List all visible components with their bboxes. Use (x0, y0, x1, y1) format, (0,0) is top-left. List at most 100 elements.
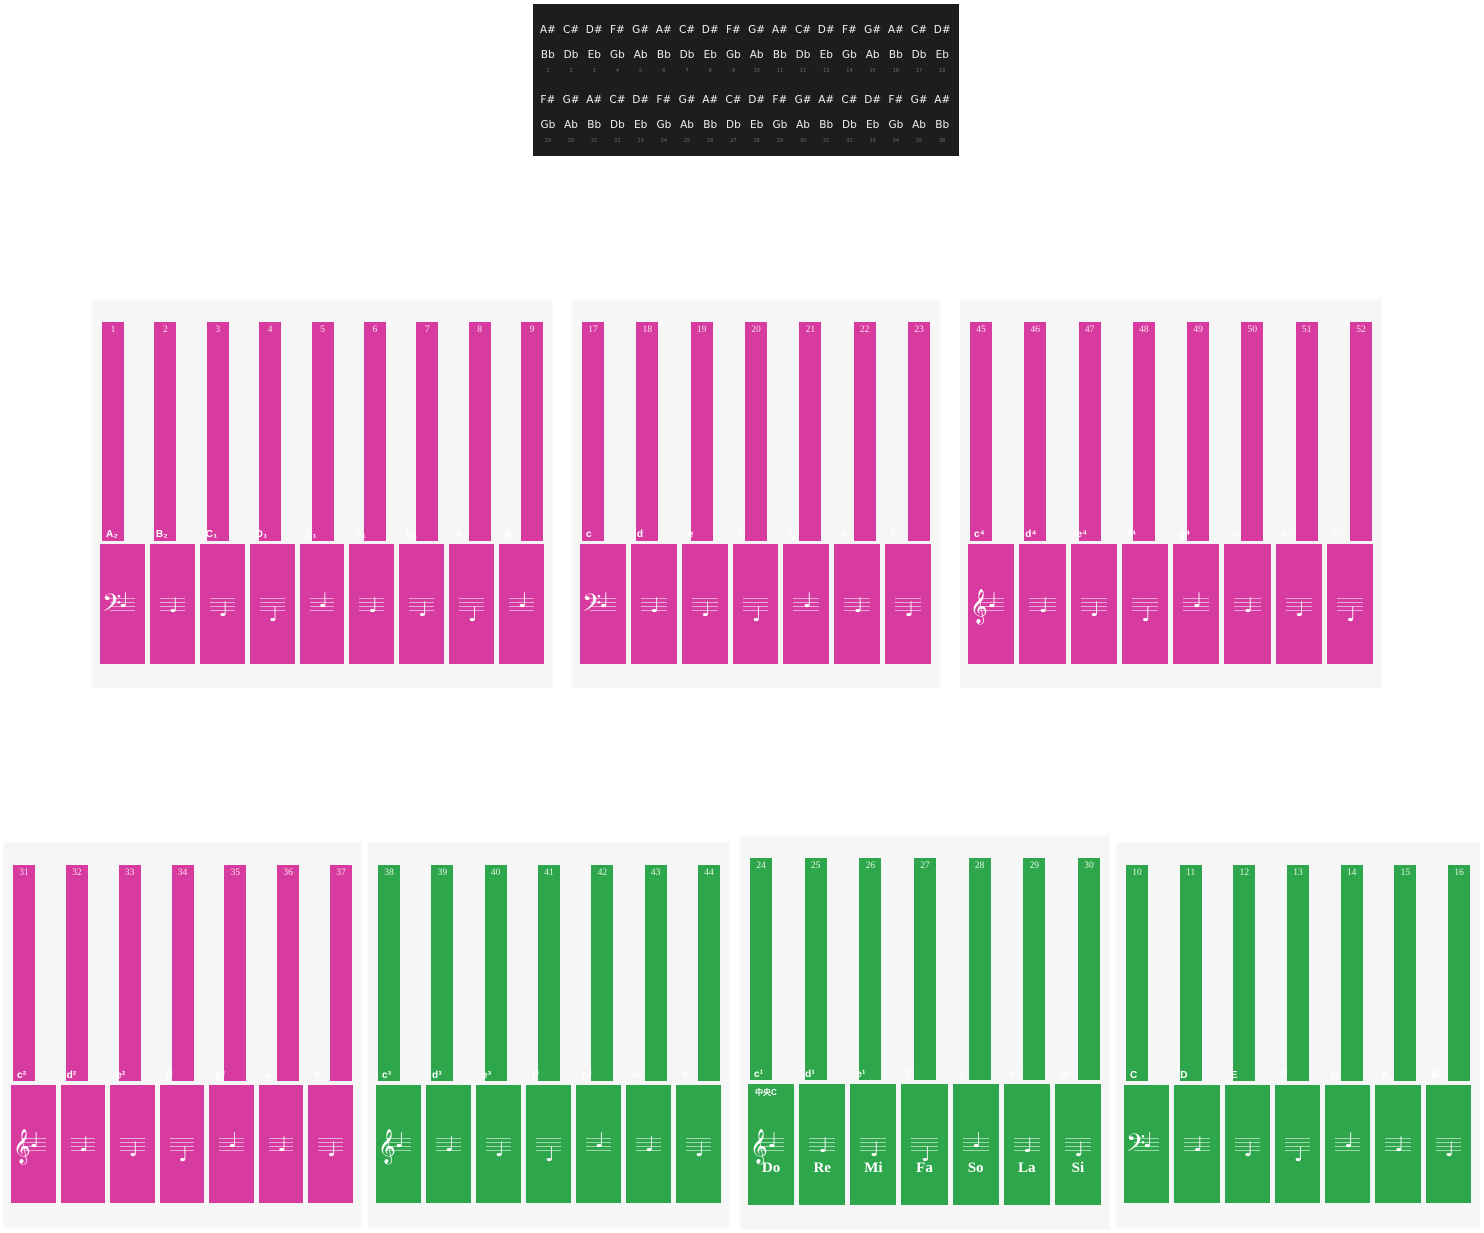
note-label: e³ (482, 1069, 492, 1081)
flat-name: Ab (564, 119, 578, 131)
note-label: a¹ (1009, 1068, 1019, 1080)
staff-lines (120, 1138, 145, 1155)
strip-key-label: D# Eb 8 (698, 24, 722, 74)
note-sticker: d² ♩ (60, 1070, 106, 1203)
sharp-name: F# (540, 94, 556, 106)
key-number-strip: 31 (13, 865, 35, 1082)
note-sticker: D₁ ♩ (249, 529, 295, 664)
flat-name: Ab (912, 119, 926, 131)
note-label: B₁ (505, 529, 517, 541)
note-glyph: ♩ (368, 592, 378, 617)
key-number-strip: 8 (468, 322, 491, 541)
flat-name: Db (610, 119, 625, 131)
sticker-sheet-green-middle-c: 24 25 26 27 28 29 30 c¹ ♩ 𝄞 中央C Do d¹ ♩ Re e¹ ♩ Mi f¹ ♩ Fa g¹… (741, 836, 1109, 1229)
key-number: 4 (615, 68, 620, 74)
flat-name: Ab (633, 49, 648, 61)
key-number: 25 (683, 138, 691, 144)
staff-lines (586, 1138, 611, 1155)
note-glyph: ♩ (1038, 592, 1049, 617)
note-label: a³ (632, 1069, 642, 1081)
key-number: 29 (776, 138, 784, 144)
note-glyph: ♩ (767, 1127, 777, 1152)
note-label: g⁴ (1179, 529, 1191, 541)
staff-lines (962, 1138, 989, 1155)
note-glyph: ♩ (1243, 1137, 1254, 1162)
note-glyph: ♩ (1295, 597, 1305, 622)
solfa-label: Fa (916, 1159, 933, 1176)
key-number: 3 (215, 325, 221, 335)
key-number-strip: 30 (1078, 858, 1100, 1080)
staff-lines (1029, 598, 1056, 615)
flat-name: Eb (749, 119, 764, 131)
note-label: b⁴ (1281, 529, 1293, 541)
strip-key-label: G# Ab 10 (745, 24, 769, 74)
note-label: e (687, 529, 694, 541)
staff-lines (1234, 598, 1261, 615)
note-label: e⁴ (1076, 529, 1088, 541)
key-number: 48 (1139, 325, 1149, 335)
staff-lines (1385, 1138, 1411, 1155)
flat-name: Eb (587, 49, 601, 61)
note-label: g¹ (958, 1068, 969, 1080)
sharp-name: A# (586, 94, 603, 106)
key-number-strip: 17 (582, 322, 604, 541)
sharp-name: F# (842, 24, 857, 36)
key-number: 27 (920, 861, 930, 871)
staff-lines (793, 598, 820, 615)
note-glyph: ♩ (695, 1137, 705, 1162)
staff-lines (110, 598, 135, 615)
note-glyph: ♩ (79, 1132, 89, 1157)
key-number: 12 (1239, 868, 1250, 878)
sharp-name: A# (887, 24, 904, 36)
note-sticker: g⁴ ♩ (1173, 529, 1220, 664)
note-glyph: ♩ (495, 1137, 505, 1162)
note-glyph: ♩ (327, 1137, 337, 1162)
note-sticker: d³ ♩ (426, 1070, 471, 1203)
key-number: 33 (869, 138, 876, 144)
key-number: 1 (546, 68, 550, 74)
staff-lines (1131, 598, 1158, 615)
note-label: e¹ (856, 1068, 866, 1080)
key-number: 19 (696, 325, 707, 335)
sharp-name: A# (771, 24, 788, 36)
clef-glyph: 𝄢 (582, 589, 602, 625)
note-label: c³ (382, 1069, 392, 1081)
key-number: 6 (372, 325, 378, 335)
flat-name: Eb (703, 49, 717, 61)
note-sticker: e⁴ ♩ (1070, 529, 1117, 664)
key-number: 16 (892, 68, 900, 74)
key-number-strip: 1 (102, 322, 124, 541)
key-number-strip: 35 (224, 865, 247, 1082)
flat-name: Ab (749, 49, 764, 61)
note-glyph: ♩ (1346, 602, 1356, 627)
key-number-strip: 6 (363, 322, 386, 541)
note-glyph: ♩ (1444, 1137, 1455, 1162)
note-label: g (789, 529, 796, 541)
flat-name: Gb (540, 119, 556, 131)
key-number: 24 (660, 138, 668, 144)
note-label: c⁴ (974, 529, 985, 541)
sharp-name: F# (772, 94, 788, 106)
key-number: 47 (1084, 325, 1095, 335)
key-number-strip: 10 (1126, 865, 1148, 1082)
key-number-strip: 29 (1023, 858, 1046, 1080)
key-number: 21 (591, 138, 598, 144)
sharp-name: D# (585, 24, 603, 36)
flat-name: Ab (865, 49, 880, 61)
flat-name: Ab (680, 119, 694, 131)
sharp-name: A# (539, 24, 556, 36)
note-sticker: b¹ ♩ Si (1054, 1069, 1101, 1205)
key-number: 1 (110, 325, 116, 335)
key-number-strip: 23 (908, 322, 930, 541)
note-label: g² (215, 1069, 226, 1081)
key-number: 31 (19, 868, 29, 878)
note-sticker: A₂ ♩ 𝄢 (100, 529, 145, 664)
key-number: 4 (267, 325, 273, 335)
key-number: 11 (1186, 868, 1196, 878)
key-number: 34 (177, 868, 188, 878)
key-number-strip: 12 (1233, 865, 1256, 1082)
key-number-strip: 27 (914, 858, 936, 1080)
key-number-strip: 33 (118, 865, 141, 1082)
staff-lines (1285, 598, 1312, 615)
sticker-sheet-magenta-treble: 31 32 33 34 35 36 37 c² ♩ 𝄞 d² ♩ e² ♩ f² ♩ g² ♩ a² ♩ b² ♩ (4, 843, 361, 1227)
